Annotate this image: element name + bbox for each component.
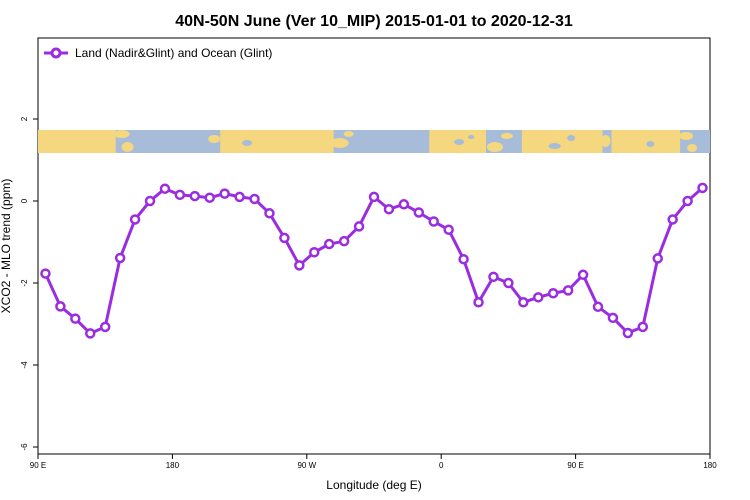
data-point [338, 235, 350, 247]
data-point [40, 268, 51, 279]
data-point [249, 193, 260, 205]
data-point [70, 313, 81, 324]
data-point [652, 253, 663, 264]
data-point [353, 221, 365, 232]
x-tick-label: 90 E [30, 461, 46, 470]
legend-swatch-marker [50, 47, 62, 59]
data-point [503, 277, 514, 289]
data-point [667, 214, 678, 225]
data-point [682, 195, 693, 207]
series-layer [40, 182, 708, 339]
plot-area [37, 37, 711, 455]
chart-title: 40N-50N June (Ver 10_MIP) 2015-01-01 to … [175, 13, 573, 30]
map-water-body [242, 140, 253, 146]
world-map-strip [38, 130, 710, 153]
data-point [398, 199, 410, 210]
x-tick-label: 90 W [297, 461, 316, 470]
data-point [144, 195, 156, 207]
x-tick-label: 180 [166, 461, 180, 470]
data-point [99, 321, 111, 333]
x-tick-label: 0 [439, 461, 444, 470]
data-point [189, 190, 201, 202]
map-land-blob [330, 138, 349, 148]
x-axis-label: Longitude (deg E) [326, 478, 421, 492]
y-axis-label: XCO2 - MLO trend (ppm) [0, 179, 13, 314]
map-land-block [611, 130, 681, 153]
y-tick-label: -2 [20, 279, 29, 287]
series-line [44, 186, 704, 335]
map-land-blob [208, 135, 221, 143]
data-point [234, 191, 245, 203]
x-tick-label: 180 [703, 461, 717, 470]
data-point [323, 238, 335, 250]
data-point [264, 208, 275, 219]
data-point [383, 203, 395, 215]
data-point [428, 216, 439, 227]
data-point [473, 297, 484, 308]
data-point [637, 321, 649, 333]
map-land-blob [343, 131, 354, 137]
data-point [204, 192, 215, 203]
y-tick-label: 0 [20, 198, 29, 203]
data-point [413, 207, 425, 218]
data-point [129, 214, 141, 225]
data-point [607, 312, 619, 324]
x-axis: 90 E 180 90 W 0 90 E 180 [30, 454, 717, 470]
y-tick-label: -6 [20, 443, 29, 451]
data-point [547, 288, 559, 299]
y-tick-label: -4 [20, 361, 29, 369]
map-land-blob [113, 130, 130, 138]
legend-label: Land (Nadir&Glint) and Ocean (Glint) [75, 46, 272, 60]
data-point [55, 301, 66, 312]
map-land-block [521, 130, 603, 153]
map-water-body [646, 141, 655, 147]
data-point [458, 253, 469, 265]
map-land-blob [486, 142, 503, 152]
data-point [114, 252, 126, 264]
data-point [622, 327, 634, 339]
plot-frame [37, 37, 711, 455]
y-tick-label: 2 [20, 116, 29, 121]
data-point [518, 297, 529, 308]
legend: Land (Nadir&Glint) and Ocean (Glint) [44, 46, 272, 60]
data-point [592, 301, 604, 313]
data-point [368, 191, 380, 203]
data-point [279, 232, 290, 244]
map-land-block [38, 130, 116, 153]
data-point [294, 260, 305, 271]
map-water-body [567, 135, 576, 141]
map-land-blob [500, 133, 513, 139]
y-axis: -6 -4 -2 0 2 [20, 116, 38, 451]
map-land-blob [600, 135, 611, 147]
data-point [159, 183, 171, 194]
data-point [85, 328, 96, 339]
map-water-body [468, 135, 475, 139]
data-point [309, 247, 320, 258]
data-point [577, 269, 589, 281]
data-point [219, 188, 230, 199]
data-point [488, 271, 499, 283]
data-point [697, 182, 708, 194]
map-water-body [454, 139, 465, 145]
map-water-body [548, 143, 561, 149]
x-tick-label: 90 E [567, 461, 583, 470]
data-point [562, 285, 574, 296]
map-land-blob [679, 132, 694, 140]
data-point [533, 292, 544, 303]
map-land-blob [687, 144, 698, 152]
data-point [174, 189, 186, 201]
data-point [443, 224, 454, 235]
map-land-block [220, 130, 334, 153]
map-land-blob [121, 142, 134, 152]
